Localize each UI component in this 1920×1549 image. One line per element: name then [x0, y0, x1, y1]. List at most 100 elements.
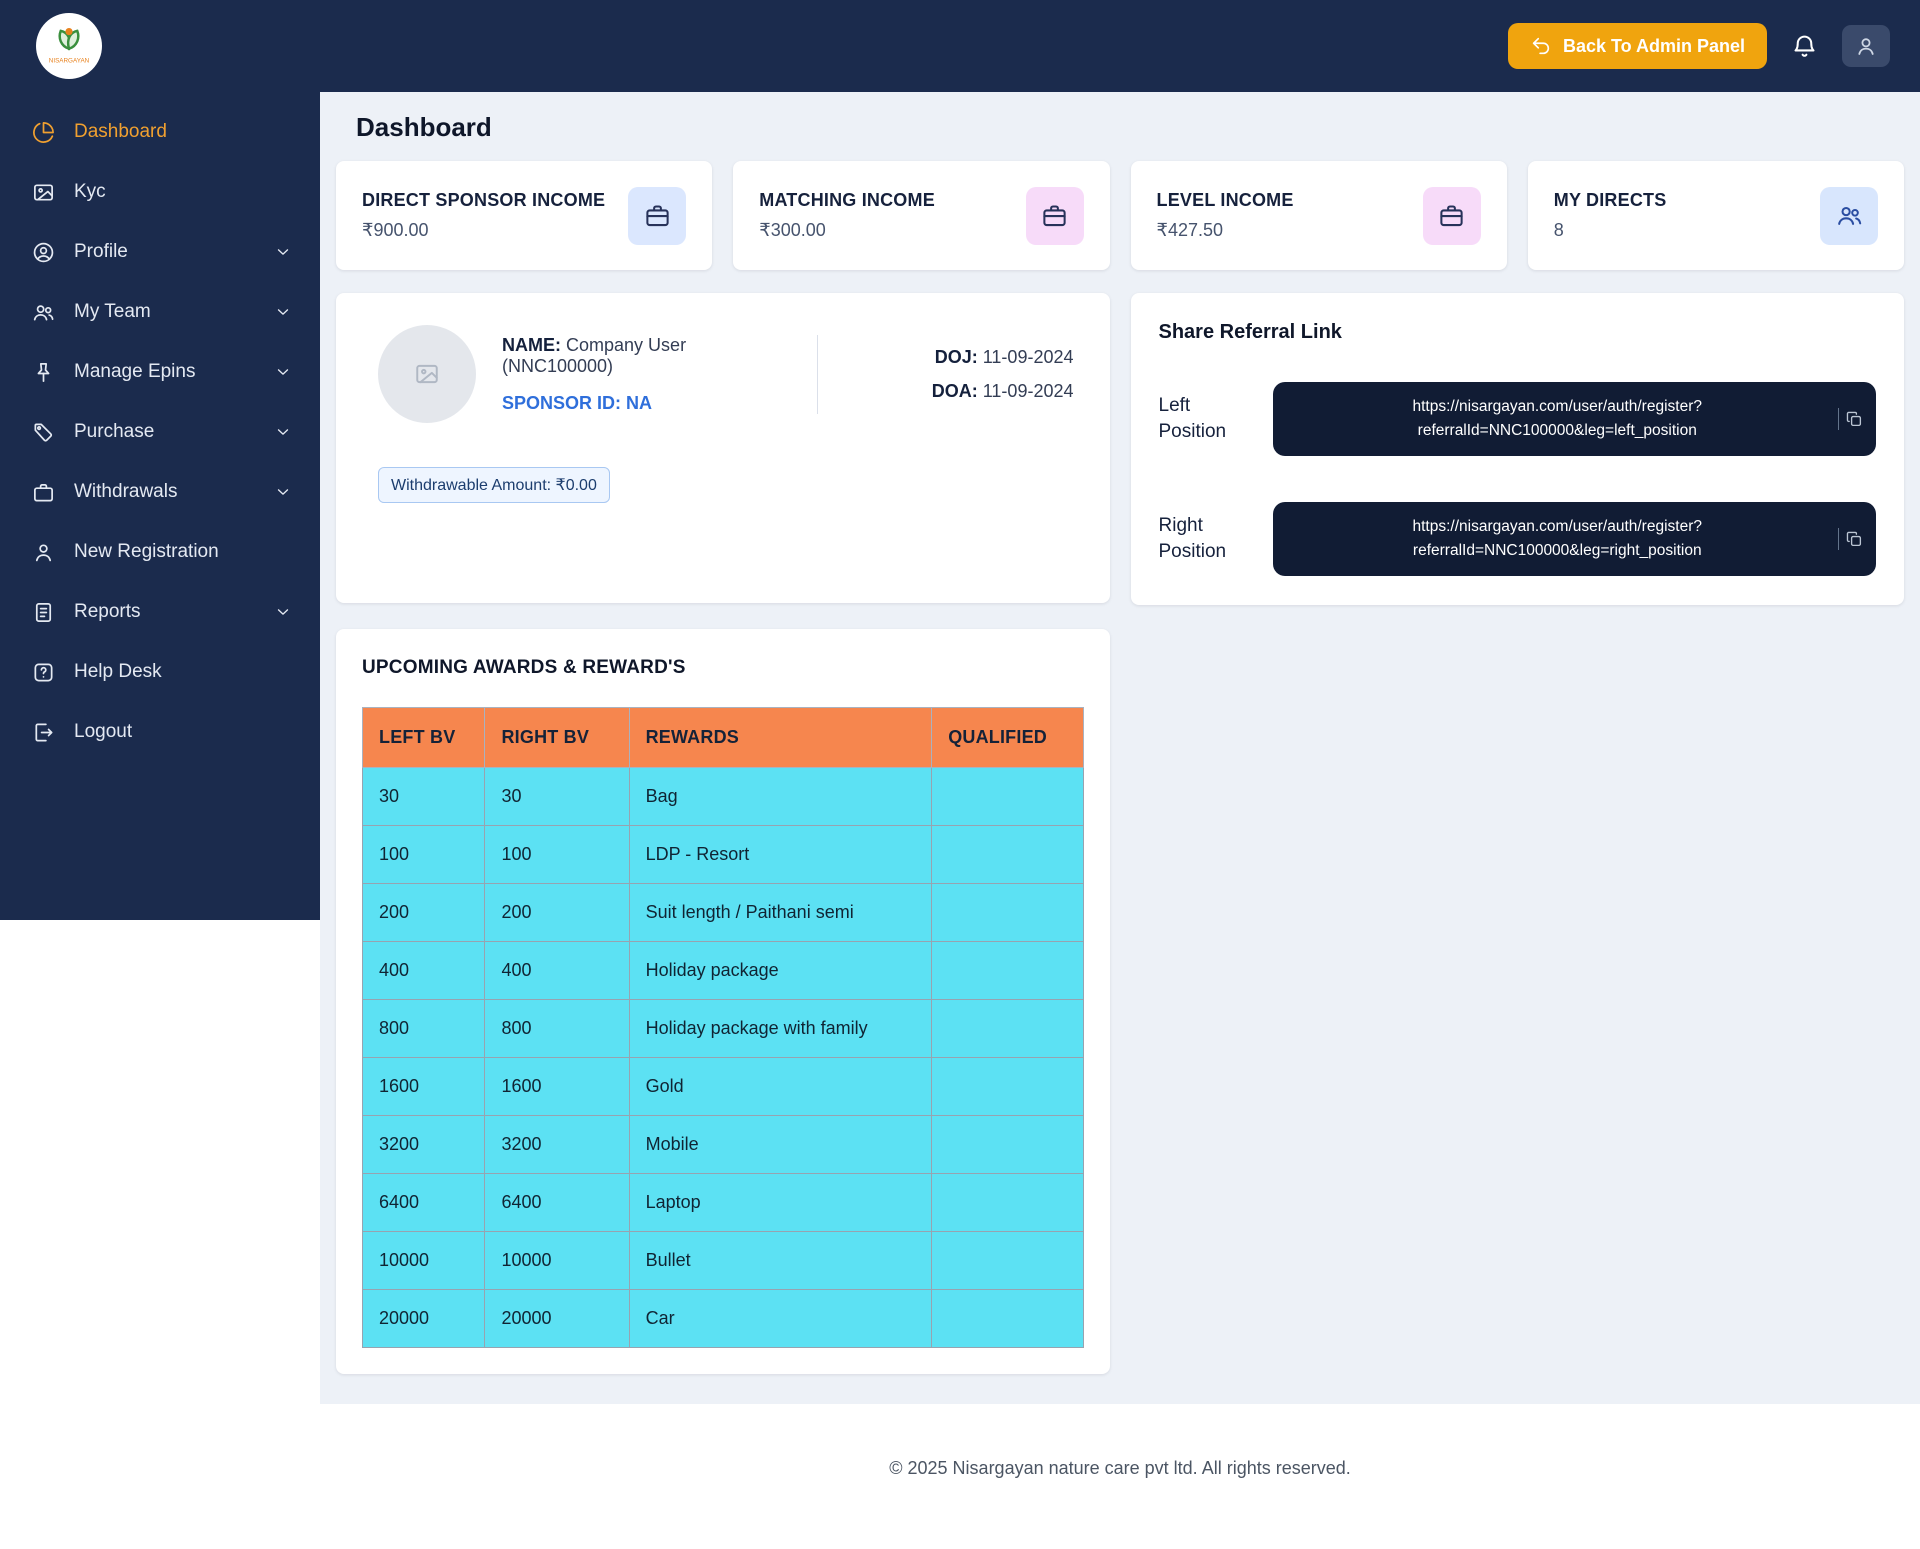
- user-menu-button[interactable]: [1842, 25, 1890, 67]
- stat-label: LEVEL INCOME: [1156, 190, 1294, 210]
- doa-label: DOA:: [931, 380, 978, 401]
- awards-cell: [931, 1173, 1084, 1232]
- sidebar-item-label: Logout: [74, 721, 133, 742]
- sidebar-item-label: My Team: [74, 301, 151, 322]
- awards-cell: Holiday package: [628, 941, 933, 1000]
- sidebar-item-dashboard[interactable]: Dashboard: [0, 102, 320, 162]
- sidebar-item-help-desk[interactable]: Help Desk: [0, 642, 320, 702]
- awards-cell: 20000: [361, 1289, 486, 1348]
- sidebar-item-profile[interactable]: Profile: [0, 222, 320, 282]
- doj-line: DOJ: 11-09-2024: [818, 347, 1074, 368]
- help-icon: [32, 661, 55, 684]
- right-copy-control[interactable]: [1838, 528, 1863, 551]
- chevron-down-icon: [274, 483, 292, 501]
- referral-card: Share Referral Link Left Position https:…: [1130, 293, 1904, 605]
- right-referral-link[interactable]: https://nisargayan.com/user/auth/registe…: [1272, 502, 1876, 577]
- sidebar-item-label: Kyc: [74, 181, 106, 202]
- topbar-actions: Back To Admin Panel: [1507, 23, 1890, 69]
- sidebar-item-reports[interactable]: Reports: [0, 582, 320, 642]
- name-value: Company User (NNC100000): [502, 334, 687, 376]
- reports-icon: [32, 601, 55, 624]
- stats-row: DIRECT SPONSOR INCOME ₹900.00 MATCHING INC…: [336, 161, 1904, 270]
- right-referral-url: https://nisargayan.com/user/auth/registe…: [1412, 518, 1702, 560]
- profile-card: NAME: Company User (NNC100000) SPONSOR I…: [336, 293, 1110, 603]
- sidebar-item-manage-epins[interactable]: Manage Epins: [0, 342, 320, 402]
- sidebar-item-kyc[interactable]: Kyc: [0, 162, 320, 222]
- awards-row: 400 400 Holiday package: [361, 941, 1084, 1000]
- sidebar-item-purchase[interactable]: Purchase: [0, 402, 320, 462]
- left-referral-link[interactable]: https://nisargayan.com/user/auth/registe…: [1272, 382, 1876, 457]
- awards-cell: Bag: [628, 767, 933, 826]
- awards-cell: [931, 999, 1084, 1058]
- awards-header-cell: QUALIFIED: [931, 707, 1084, 768]
- profile-icon: [32, 241, 55, 264]
- chevron-down-icon: [274, 423, 292, 441]
- awards-cell: 1600: [484, 1057, 630, 1116]
- copy-icon[interactable]: [1845, 530, 1863, 548]
- awards-row: 10000 10000 Bullet: [361, 1231, 1084, 1290]
- awards-cell: 800: [484, 999, 630, 1058]
- right-position-label: Right Position: [1158, 515, 1227, 563]
- stat-label: MY DIRECTS: [1553, 190, 1667, 210]
- user-icon: [1854, 34, 1878, 58]
- awards-cell: 10000: [361, 1231, 486, 1290]
- sidebar-item-logout[interactable]: Logout: [0, 702, 320, 762]
- divider: [1838, 408, 1839, 431]
- divider: [1838, 528, 1839, 551]
- sidebar-item-label: Help Desk: [74, 661, 162, 682]
- awards-cell: [931, 941, 1084, 1000]
- awards-cell: 100: [361, 825, 486, 884]
- awards-header-cell: LEFT BV: [361, 707, 486, 768]
- sponsor-id[interactable]: SPONSOR ID: NA: [502, 393, 795, 414]
- sidebar-item-label: Manage Epins: [74, 361, 196, 382]
- sidebar-item-new-registration[interactable]: New Registration: [0, 522, 320, 582]
- awards-cell: Gold: [628, 1057, 933, 1116]
- right-position-row: Right Position https://nisargayan.com/us…: [1158, 502, 1876, 577]
- awards-cell: 400: [361, 941, 486, 1000]
- back-to-admin-button[interactable]: Back To Admin Panel: [1507, 23, 1767, 69]
- awards-cell: 1600: [361, 1057, 486, 1116]
- footer-text: © 2025 Nisargayan nature care pvt ltd. A…: [889, 1458, 1351, 1478]
- notifications-button[interactable]: [1791, 33, 1818, 60]
- chevron-down-icon: [274, 363, 292, 381]
- awards-cell: 3200: [484, 1115, 630, 1174]
- awards-cell: Car: [628, 1289, 933, 1348]
- sidebar-item-label: Dashboard: [74, 121, 167, 142]
- awards-row: 20000 20000 Car: [361, 1289, 1084, 1348]
- stat-value: ₹300.00: [759, 220, 826, 240]
- awards-body: 30 30 Bag 100 100 LDP - Resort 200 200 Suit leng…: [361, 767, 1084, 1348]
- awards-cell: [931, 883, 1084, 942]
- footer: © 2025 Nisargayan nature care pvt ltd. A…: [320, 1404, 1920, 1549]
- stat-label: DIRECT SPONSOR INCOME: [362, 190, 606, 210]
- epins-icon: [32, 361, 55, 384]
- sidebar: Dashboard Kyc Profile My Team Manage Epins Pu…: [0, 92, 320, 1549]
- awards-row: 1600 1600 Gold: [361, 1057, 1084, 1116]
- sidebar-item-my-team[interactable]: My Team: [0, 282, 320, 342]
- sponsor-value: NA: [626, 392, 653, 413]
- stat-card-3: MY DIRECTS 8: [1527, 161, 1904, 270]
- dashboard-icon: [32, 121, 55, 144]
- app-logo[interactable]: NISARGAYAN: [36, 13, 102, 79]
- stat-value: ₹900.00: [362, 220, 429, 240]
- page-title: Dashboard: [356, 112, 492, 142]
- back-arrow-icon: [1530, 35, 1552, 57]
- awards-cell: 100: [484, 825, 630, 884]
- registration-icon: [32, 541, 55, 564]
- awards-cell: [931, 825, 1084, 884]
- sidebar-item-withdrawals[interactable]: Withdrawals: [0, 462, 320, 522]
- awards-cell: Holiday package with family: [628, 999, 933, 1058]
- awards-cell: [931, 1057, 1084, 1116]
- awards-cell: 30: [484, 767, 630, 826]
- awards-cell: 10000: [484, 1231, 630, 1290]
- left-copy-control[interactable]: [1838, 408, 1863, 431]
- logo-graphic: NISARGAYAN: [37, 14, 101, 78]
- awards-cell: [931, 1289, 1084, 1348]
- sidebar-item-label: Withdrawals: [74, 481, 178, 502]
- awards-cell: [931, 1231, 1084, 1290]
- stat-value: ₹427.50: [1156, 220, 1224, 240]
- sidebar-item-label: Reports: [74, 601, 141, 622]
- awards-cell: Suit length / Paithani semi: [628, 883, 933, 942]
- copy-icon[interactable]: [1845, 410, 1863, 428]
- bell-icon: [1791, 33, 1818, 60]
- awards-card: UPCOMING AWARDS & REWARD'S LEFT BV RIGHT …: [336, 629, 1110, 1374]
